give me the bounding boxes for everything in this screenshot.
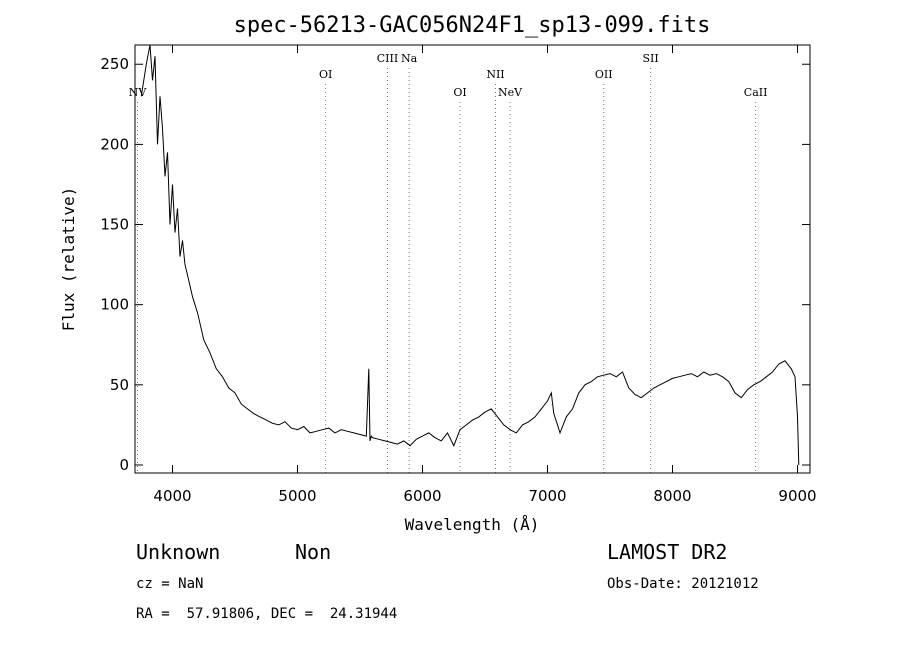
emission-lines: NV OI CIII Na OI NII NeV OII SII CaII: [129, 52, 768, 473]
emission-line-label: Na: [401, 52, 418, 65]
y-tick-label: 250: [100, 55, 129, 73]
y-tick-label: 150: [100, 216, 129, 234]
emission-line-label: NII: [486, 68, 504, 81]
spectrum-series: [140, 44, 800, 466]
emission-line-label: NV: [129, 86, 148, 99]
survey-name: LAMOST DR2: [607, 540, 728, 564]
y-tick-label: 0: [119, 456, 129, 474]
x-tick-label: 4000: [153, 487, 191, 505]
emission-line-label: CIII: [377, 52, 398, 65]
x-tick-label: 6000: [403, 487, 441, 505]
x-tick-label: 8000: [653, 487, 691, 505]
classification-text: Unknown: [136, 540, 221, 564]
x-axis-label: Wavelength (Å): [405, 515, 540, 534]
spectrum-line: [140, 44, 800, 466]
emission-line-label: SII: [643, 52, 659, 65]
subclass-text: Non: [295, 540, 332, 564]
emission-line-label: OII: [595, 68, 613, 81]
x-tick-label: 7000: [528, 487, 566, 505]
obs-date-text: Obs-Date: 20121012: [607, 576, 759, 592]
y-tick-label: 100: [100, 296, 129, 314]
x-tick-label: 9000: [778, 487, 816, 505]
emission-line-label: NeV: [498, 86, 523, 99]
emission-line-label: OI: [453, 86, 466, 99]
axis-ticks: 4000 5000 6000 7000 8000 9000 0 50 100 150 200 250: [100, 45, 817, 505]
plot-frame: [134, 44, 811, 474]
y-tick-label: 50: [110, 376, 129, 394]
emission-line-label: OI: [319, 68, 332, 81]
coordinates-text: RA = 57.91806, DEC = 24.31944: [136, 606, 398, 622]
y-axis-label: Flux (relative): [59, 187, 78, 332]
y-tick-label: 200: [100, 135, 129, 153]
redshift-text: cz = NaN: [136, 576, 204, 592]
emission-line-label: CaII: [744, 86, 768, 99]
x-tick-label: 5000: [278, 487, 316, 505]
chart-title: spec-56213-GAC056N24F1_sp13-099.fits: [234, 13, 711, 38]
